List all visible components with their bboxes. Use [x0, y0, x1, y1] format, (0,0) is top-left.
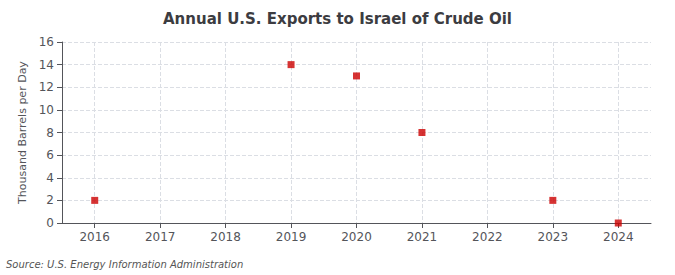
svg-text:Annual U.S. Exports to Israel: Annual U.S. Exports to Israel of Crude O… — [163, 10, 512, 28]
svg-text:2019: 2019 — [276, 230, 307, 244]
svg-text:12: 12 — [39, 80, 54, 94]
svg-text:2024: 2024 — [603, 230, 634, 244]
svg-text:2023: 2023 — [538, 230, 569, 244]
svg-text:2017: 2017 — [145, 230, 176, 244]
svg-text:2021: 2021 — [407, 230, 438, 244]
svg-text:2022: 2022 — [472, 230, 503, 244]
svg-text:Source: U.S. Energy Informatio: Source: U.S. Energy Information Administ… — [6, 259, 243, 270]
svg-text:10: 10 — [39, 103, 54, 117]
svg-text:0: 0 — [46, 216, 54, 230]
svg-text:4: 4 — [46, 171, 54, 185]
svg-text:Thousand Barrels per Day: Thousand Barrels per Day — [16, 61, 29, 205]
svg-text:2: 2 — [46, 193, 54, 207]
svg-text:2016: 2016 — [79, 230, 110, 244]
svg-text:6: 6 — [46, 148, 54, 162]
svg-text:14: 14 — [39, 58, 54, 72]
svg-text:2018: 2018 — [210, 230, 241, 244]
svg-text:2020: 2020 — [341, 230, 372, 244]
svg-text:8: 8 — [46, 126, 54, 140]
svg-text:16: 16 — [39, 35, 54, 49]
